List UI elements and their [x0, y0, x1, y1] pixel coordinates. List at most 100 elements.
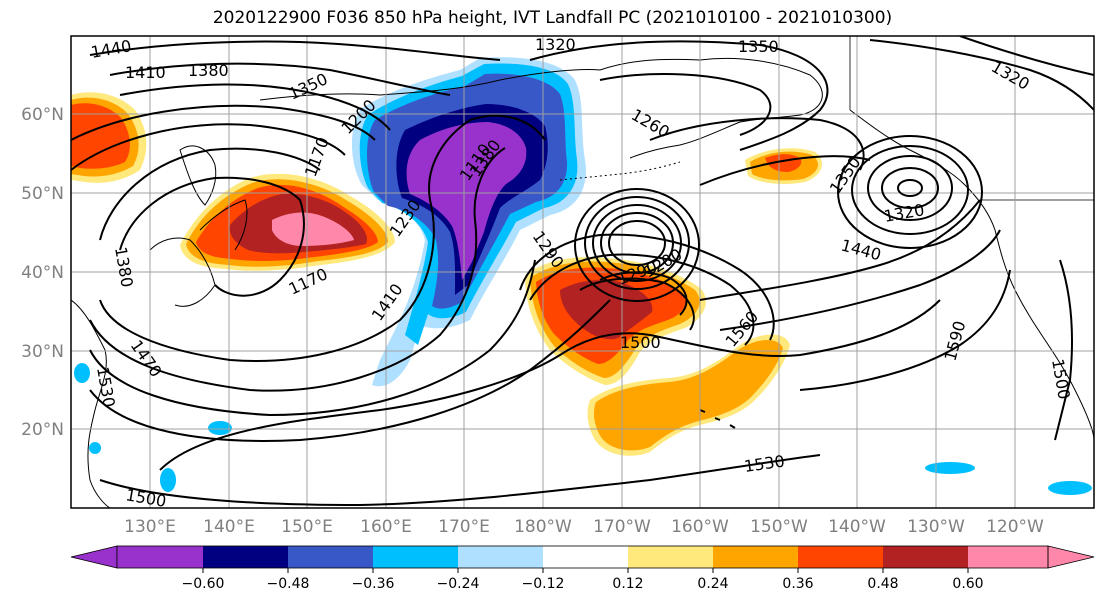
- colorbar-segment: [968, 546, 1048, 568]
- contour-line: [529, 253, 755, 346]
- contour-line: [99, 147, 321, 241]
- neg-shade-patch-3: [208, 421, 232, 435]
- lat-tick-label: 40°N: [21, 263, 64, 283]
- contour-low: [608, 220, 666, 266]
- contour-low: [600, 212, 674, 274]
- graticule: [71, 36, 1094, 508]
- colorbar-segment: [458, 546, 543, 568]
- colorbar-extend-max: [1047, 545, 1095, 569]
- contour-line: [519, 233, 775, 341]
- colorbar-ticks: [202, 568, 969, 573]
- contour-low: [897, 179, 923, 197]
- lat-tick-labels: 60°N 50°N 40°N 30°N 20°N: [21, 105, 64, 440]
- contour-low: [584, 196, 690, 290]
- coastline-korea-japan: [149, 199, 248, 307]
- colorbar-tick-label: −0.36: [352, 576, 395, 592]
- contour-low: [867, 155, 953, 221]
- colorbar-segment: [203, 546, 288, 568]
- lat-tick-label: 50°N: [21, 184, 64, 204]
- colorbar-segment: [117, 546, 203, 568]
- contour-line: [119, 83, 391, 131]
- colorbar-extend-min: [70, 545, 118, 569]
- lon-tick-label: 130°W: [907, 517, 965, 537]
- contour-line: [699, 155, 871, 186]
- lon-tick-label: 150°E: [281, 517, 333, 537]
- coastline-alaska: [599, 57, 823, 159]
- neg-shade-patch-5: [74, 363, 90, 383]
- contour-label: 1350: [738, 37, 779, 56]
- contour-line: [699, 199, 981, 301]
- colorbar-tick-label: −0.48: [267, 576, 310, 592]
- contour-low: [851, 145, 969, 235]
- neg-shade-purple: [406, 122, 527, 280]
- lon-tick-label: 160°W: [671, 517, 729, 537]
- neg-shade-patch-2: [1048, 481, 1092, 495]
- colorbar-segment: [713, 546, 798, 568]
- coastline-asia: [71, 299, 111, 508]
- colorbar-segment: [798, 546, 883, 568]
- colorbar-tick-label: 0.60: [952, 576, 983, 592]
- colorbar-tick-label: 0.48: [867, 576, 898, 592]
- lon-tick-label: 120°W: [986, 517, 1044, 537]
- contour-line: [599, 73, 772, 136]
- contour-line: [799, 269, 1011, 391]
- colorbar-tick-label: 0.12: [612, 576, 643, 592]
- contour-line: [719, 229, 1001, 331]
- contour-line: [1054, 259, 1073, 441]
- contour-low: [574, 188, 700, 302]
- contour-line: [959, 36, 1094, 76]
- colorbar-tick-label: 0.36: [782, 576, 813, 592]
- colorbar-segment: [373, 546, 458, 568]
- contour-line: [71, 123, 346, 171]
- pos-shade-nw-pink: [272, 212, 354, 246]
- contour-line: [529, 40, 829, 151]
- colorbar-segment: [288, 546, 373, 568]
- contour-label: 1500: [124, 485, 167, 511]
- lon-tick-label: 140°W: [828, 517, 886, 537]
- map-frame: [70, 35, 1095, 509]
- lon-tick-labels: 130°E 140°E 150°E 160°E 170°E 180°W 170°…: [124, 517, 1044, 537]
- coastline-aleutians: [559, 161, 681, 181]
- ivt-shading: [71, 57, 1092, 495]
- contour-line: [109, 62, 451, 96]
- contour-low: [592, 204, 682, 282]
- lon-tick-label: 170°W: [593, 517, 651, 537]
- lon-tick-label: 150°W: [750, 517, 808, 537]
- contour-line: [869, 39, 1094, 111]
- lon-tick-label: 170°E: [438, 517, 490, 537]
- neg-shade-patch-6: [89, 442, 101, 454]
- lon-tick-label: 130°E: [124, 517, 176, 537]
- contour-line: [89, 40, 501, 61]
- colorbar-tick-label: −0.12: [522, 576, 565, 592]
- colorbar-segment: [543, 546, 628, 568]
- lat-tick-label: 20°N: [21, 420, 64, 440]
- pos-shade-sub-dark: [560, 280, 653, 340]
- contour-line: [89, 299, 611, 442]
- border-canada-us: [849, 36, 1094, 201]
- colorbar-tick-label: −0.24: [437, 576, 480, 592]
- hawaii-islands: [699, 409, 736, 429]
- contour-line: [89, 259, 536, 417]
- contour-line: [649, 117, 865, 171]
- colorbar: −0.60 −0.48 −0.36 −0.24 −0.12 0.12 0.24 …: [70, 545, 1095, 592]
- contour-line: [119, 176, 305, 297]
- lon-tick-label: 180°W: [514, 517, 572, 537]
- contour-line: [71, 104, 376, 141]
- pos-shade-w-red: [71, 103, 130, 169]
- lat-tick-label: 30°N: [21, 342, 64, 362]
- colorbar-segment: [883, 546, 968, 568]
- contour-line: [159, 299, 941, 471]
- pos-shade-hawaii-orange: [593, 339, 783, 451]
- contour-low: [837, 135, 983, 249]
- contour-low: [881, 167, 939, 209]
- contour-label: 1320: [535, 35, 576, 54]
- neg-shade-patch-4: [160, 468, 176, 492]
- contour-label: 1410: [125, 63, 166, 82]
- lat-tick-label: 60°N: [21, 105, 64, 125]
- colorbar-tick-label: −0.60: [182, 576, 225, 592]
- colorbar-frame: [116, 545, 1049, 569]
- contour-line: [89, 147, 506, 392]
- contour-label: 1380: [188, 61, 229, 80]
- contour-label: 1500: [620, 333, 661, 352]
